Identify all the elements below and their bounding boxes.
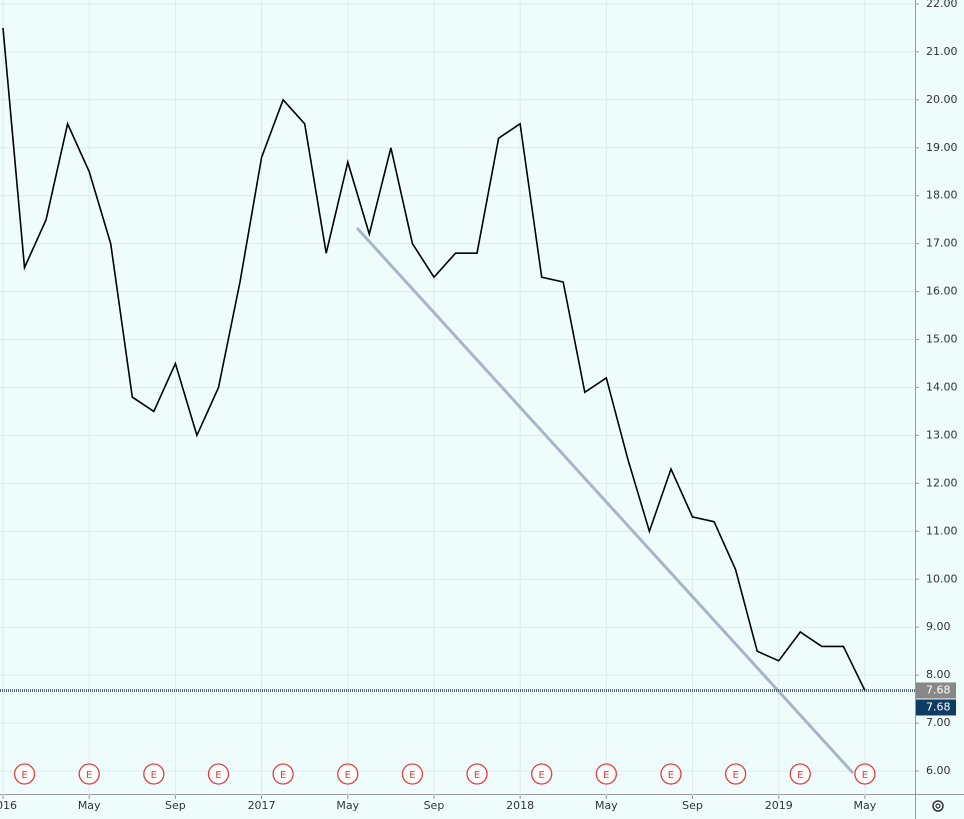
y-tick-label: 11.00 bbox=[926, 524, 958, 537]
y-tick-label: 10.00 bbox=[926, 572, 958, 585]
x-tick-label: May bbox=[336, 799, 359, 812]
earnings-marker bbox=[595, 763, 617, 785]
earnings-label: E bbox=[215, 770, 221, 781]
y-tick-label: 7.00 bbox=[926, 716, 951, 729]
last-price-tag bbox=[916, 699, 956, 716]
x-tick-label: 2018 bbox=[506, 799, 534, 812]
price-line-series bbox=[2, 27, 866, 691]
earnings-label: E bbox=[151, 770, 157, 781]
earnings-marker bbox=[789, 763, 811, 785]
earnings-label: E bbox=[280, 770, 286, 781]
x-tick-label: May bbox=[854, 799, 877, 812]
earnings-marker bbox=[337, 763, 359, 785]
earnings-label: E bbox=[345, 770, 351, 781]
y-tick-label: 18.00 bbox=[926, 189, 958, 202]
y-tick-label: 15.00 bbox=[926, 333, 958, 346]
y-tick-label: 8.00 bbox=[926, 668, 951, 681]
x-tick-label: May bbox=[78, 799, 101, 812]
earnings-marker bbox=[143, 763, 165, 785]
x-tick-label: May bbox=[595, 799, 618, 812]
grid bbox=[0, 0, 915, 795]
x-tick-label: Sep bbox=[165, 799, 186, 812]
earnings-marker bbox=[207, 763, 230, 785]
earnings-label: E bbox=[732, 770, 738, 781]
x-tick-label: Sep bbox=[424, 799, 445, 812]
x-tick-label: 2016 bbox=[0, 799, 17, 812]
earnings-label: E bbox=[668, 770, 674, 781]
y-tick-label: 19.00 bbox=[926, 141, 958, 154]
x-tick-label: 2017 bbox=[248, 799, 276, 812]
earnings-marker bbox=[854, 763, 876, 785]
y-tick-label: 16.00 bbox=[926, 285, 958, 298]
y-tick-label: 17.00 bbox=[926, 237, 958, 250]
gear-hub[interactable] bbox=[935, 803, 941, 809]
earnings-label: E bbox=[797, 770, 803, 781]
y-tick-label: 20.00 bbox=[926, 93, 958, 106]
settings-icon[interactable] bbox=[932, 800, 944, 812]
x-tick-label: Sep bbox=[682, 799, 703, 812]
y-tick-label: 6.00 bbox=[926, 764, 951, 777]
earnings-label: E bbox=[474, 770, 480, 781]
earnings-marker bbox=[272, 763, 294, 785]
trend-line[interactable] bbox=[355, 226, 855, 775]
earnings-label: E bbox=[539, 770, 545, 781]
earnings-marker bbox=[13, 763, 36, 785]
earnings-marker bbox=[466, 763, 488, 785]
gear[interactable] bbox=[932, 800, 944, 812]
earnings-label: E bbox=[603, 770, 609, 781]
y-tick-label: 21.00 bbox=[926, 45, 958, 58]
y-tick-label: 9.00 bbox=[926, 620, 951, 633]
earnings-label: E bbox=[86, 770, 92, 781]
x-tick-label: 2019 bbox=[765, 799, 793, 812]
earnings-marker bbox=[531, 763, 553, 785]
earnings-marker bbox=[401, 763, 424, 785]
earnings-marker bbox=[724, 763, 747, 785]
y-tick-label: 14.00 bbox=[926, 380, 958, 393]
last-price-label: 7.68 bbox=[926, 700, 951, 713]
y-tick-label: 13.00 bbox=[926, 428, 958, 441]
earnings-label: E bbox=[21, 770, 27, 781]
price-line-tag bbox=[916, 682, 956, 699]
y-tick-label: 12.00 bbox=[926, 476, 958, 489]
price-line-label: 7.68 bbox=[926, 683, 951, 696]
earnings-label: E bbox=[862, 770, 868, 781]
earnings-marker bbox=[660, 763, 682, 785]
y-tick-label: 22.00 bbox=[926, 0, 958, 10]
earnings-marker bbox=[78, 763, 100, 785]
earnings-label: E bbox=[409, 770, 415, 781]
